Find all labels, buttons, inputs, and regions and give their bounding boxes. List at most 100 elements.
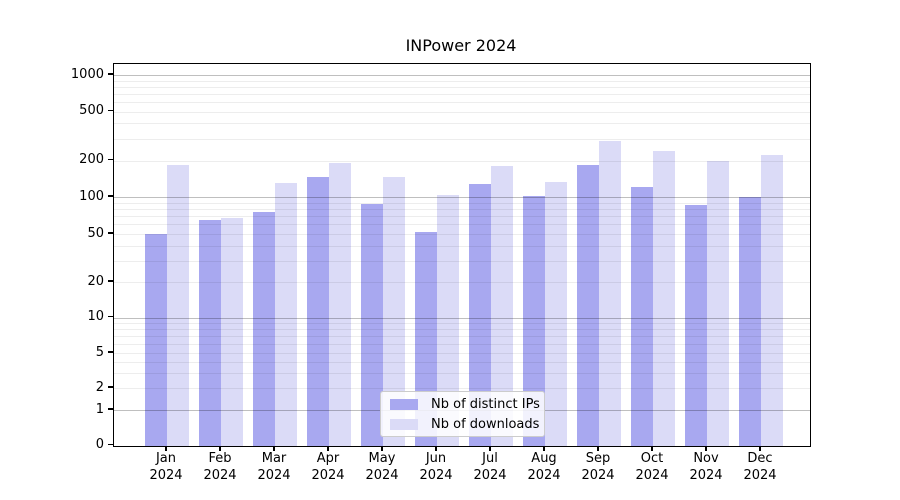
y-tick-label-1: 1: [95, 401, 104, 417]
x-tick-label-oct: Oct 2024: [612, 451, 692, 484]
x-tick-mark-jul: [489, 446, 491, 451]
chart-title: INPower 2024: [405, 36, 517, 55]
x-tick-label-nov: Nov 2024: [666, 451, 746, 484]
x-tick-month: Jun: [425, 451, 447, 466]
legend-item-distinct-ips: Nb of distinct IPs: [390, 397, 540, 412]
bar-ips-jul: [469, 184, 491, 446]
gridline-minor-4: [114, 361, 810, 363]
gridline-minor-90: [114, 202, 810, 204]
y-tick-mark-1000: [108, 73, 113, 75]
y-tick-mark-200: [108, 158, 113, 161]
gridline-minor-40: [114, 245, 810, 247]
y-tick-label-5: 5: [95, 344, 104, 360]
x-tick-month: Apr: [316, 451, 340, 466]
gridline-minor-500: [114, 111, 810, 113]
legend-item-downloads: Nb of downloads: [390, 417, 539, 432]
x-tick-year: 2024: [689, 467, 723, 483]
x-tick-month: May: [368, 451, 396, 466]
gridline-minor-7: [114, 335, 810, 337]
bar-ips-apr: [307, 176, 329, 446]
bar-downloads-nov: [707, 160, 729, 446]
x-tick-mark-sep: [597, 446, 599, 451]
bar-ips-jan: [145, 234, 167, 446]
gridline-major-100: [114, 197, 810, 198]
x-tick-year: 2024: [743, 467, 777, 483]
bar-downloads-aug: [545, 181, 567, 446]
y-tick-label-2: 2: [95, 379, 104, 395]
y-tick-mark-100: [108, 195, 113, 197]
y-tick-label-200: 200: [79, 152, 104, 167]
x-tick-month: Jan: [155, 451, 177, 466]
bar-downloads-jan: [167, 164, 189, 446]
x-tick-mark-oct: [651, 446, 653, 451]
y-tick-label-500: 500: [79, 103, 104, 118]
gridline-minor-20: [114, 282, 810, 283]
x-tick-year: 2024: [419, 467, 453, 483]
x-tick-year: 2024: [149, 467, 183, 483]
y-tick-label-0: 0: [95, 437, 104, 452]
gridline-minor-800: [114, 86, 810, 88]
bar-ips-sep: [577, 165, 599, 446]
x-tick-label-apr: Apr 2024: [288, 451, 368, 484]
x-tick-year: 2024: [635, 467, 669, 483]
x-tick-mark-aug: [543, 446, 545, 451]
y-tick-label-20: 20: [87, 273, 104, 289]
x-tick-month: Sep: [585, 451, 611, 466]
x-tick-month: Jul: [482, 451, 498, 466]
y-tick-label-1000: 1000: [70, 66, 104, 82]
x-tick-label-aug: Aug 2024: [504, 451, 584, 484]
y-tick-mark-500: [108, 109, 113, 112]
gridline-minor-6: [114, 343, 810, 345]
gridline-minor-80: [114, 208, 810, 210]
y-tick-mark-50: [108, 232, 113, 234]
y-tick-mark-10: [108, 315, 113, 318]
x-tick-mark-apr: [327, 446, 329, 451]
x-tick-year: 2024: [203, 467, 237, 483]
x-tick-label-jul: Jul 2024: [450, 451, 530, 484]
gridline-minor-200: [114, 160, 810, 162]
bar-downloads-apr: [329, 162, 351, 446]
x-tick-year: 2024: [365, 467, 399, 483]
bar-downloads-dec: [761, 155, 783, 446]
x-tick-label-sep: Sep 2024: [558, 451, 638, 484]
y-tick-label-50: 50: [87, 225, 104, 241]
x-tick-year: 2024: [257, 467, 291, 483]
x-tick-mark-feb: [219, 446, 221, 451]
gridline-minor-30: [114, 260, 810, 262]
x-tick-label-jan: Jan 2024: [126, 451, 206, 484]
x-tick-month: Mar: [261, 451, 287, 466]
bar-ips-feb: [199, 220, 221, 446]
x-tick-label-mar: Mar 2024: [234, 451, 314, 484]
bar-downloads-feb: [221, 217, 243, 446]
legend-label-downloads: Nb of downloads: [431, 416, 540, 432]
x-tick-mark-nov: [705, 446, 707, 451]
y-tick-label-10: 10: [87, 309, 104, 324]
plot-area: [113, 63, 811, 447]
legend-swatch-downloads: [390, 418, 418, 430]
bar-ips-dec: [739, 197, 761, 446]
legend-label-distinct-ips: Nb of distinct IPs: [431, 396, 540, 412]
plot-canvas: [114, 64, 810, 446]
x-tick-month: Aug: [531, 451, 557, 466]
bar-ips-mar: [253, 212, 275, 446]
bar-downloads-may: [383, 177, 405, 446]
gridline-minor-700: [114, 93, 810, 95]
gridline-minor-5: [114, 353, 810, 354]
gridline-minor-70: [114, 216, 810, 218]
x-tick-year: 2024: [473, 467, 507, 483]
bar-downloads-mar: [275, 182, 297, 446]
y-tick-mark-2: [108, 386, 113, 388]
gridline-minor-3: [114, 372, 810, 374]
y-tick-label-100: 100: [79, 188, 104, 204]
gridline-minor-8: [114, 328, 810, 330]
x-tick-label-jun: Jun 2024: [396, 451, 476, 484]
x-tick-label-feb: Feb 2024: [180, 451, 260, 484]
x-tick-label-dec: Dec 2024: [720, 451, 800, 484]
x-tick-year: 2024: [311, 467, 345, 483]
gridline-major-10: [114, 317, 810, 319]
x-tick-mark-jan: [165, 446, 167, 451]
gridline-minor-300: [114, 138, 810, 140]
y-tick-mark-20: [108, 280, 113, 282]
bar-ips-nov: [685, 205, 707, 446]
